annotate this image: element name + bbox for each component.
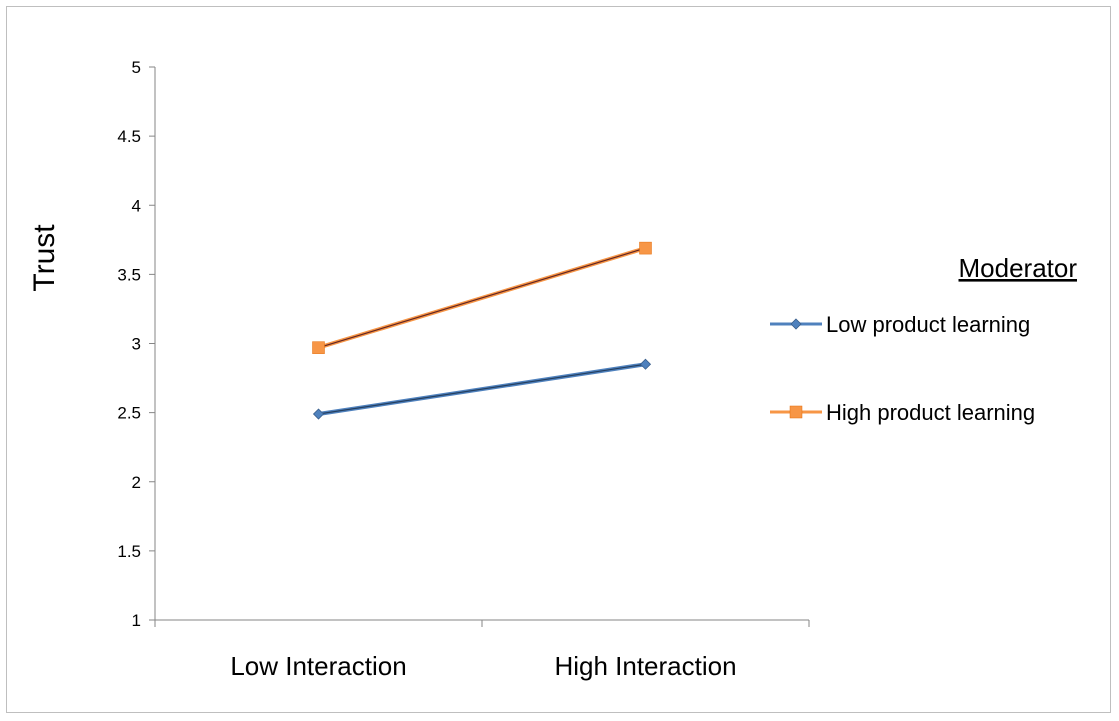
x-category-label: High Interaction [554,651,736,681]
y-tick-label: 2 [132,473,141,492]
chart-frame [6,6,1111,713]
series-layer [312,241,652,420]
x-ticks: Low Interaction High Interaction [154,620,810,681]
legend-title: Moderator [959,253,1078,283]
y-tick-label: 3 [132,335,141,354]
y-tick-label: 3.5 [117,265,141,284]
y-ticks: 1 1.5 2 2.5 3 3.5 4 4.5 5 [117,58,155,630]
legend-item: Low product learning [770,312,1030,337]
series-0 [312,358,652,420]
series-line [318,363,646,415]
data-point [639,241,652,255]
x-category-label: Low Interaction [230,651,406,681]
data-point [312,408,325,420]
y-tick-label: 1 [132,611,141,630]
legend-marker [790,318,802,330]
y-axis-label: Trust [28,224,61,292]
y-tick-label: 2.5 [117,404,141,423]
data-point [639,358,652,370]
series-1 [312,241,652,354]
legend: Moderator Low product learning High produ… [770,253,1077,425]
legend-marker [789,405,803,419]
legend-item: High product learning [770,400,1035,425]
y-tick-label: 1.5 [117,542,141,561]
data-point [312,341,325,354]
axes [154,67,809,621]
y-tick-label: 5 [132,58,141,77]
legend-label: Low product learning [826,312,1030,337]
y-tick-label: 4 [132,196,141,215]
series-line [318,247,646,349]
legend-label: High product learning [826,400,1035,425]
y-tick-label: 4.5 [117,127,141,146]
